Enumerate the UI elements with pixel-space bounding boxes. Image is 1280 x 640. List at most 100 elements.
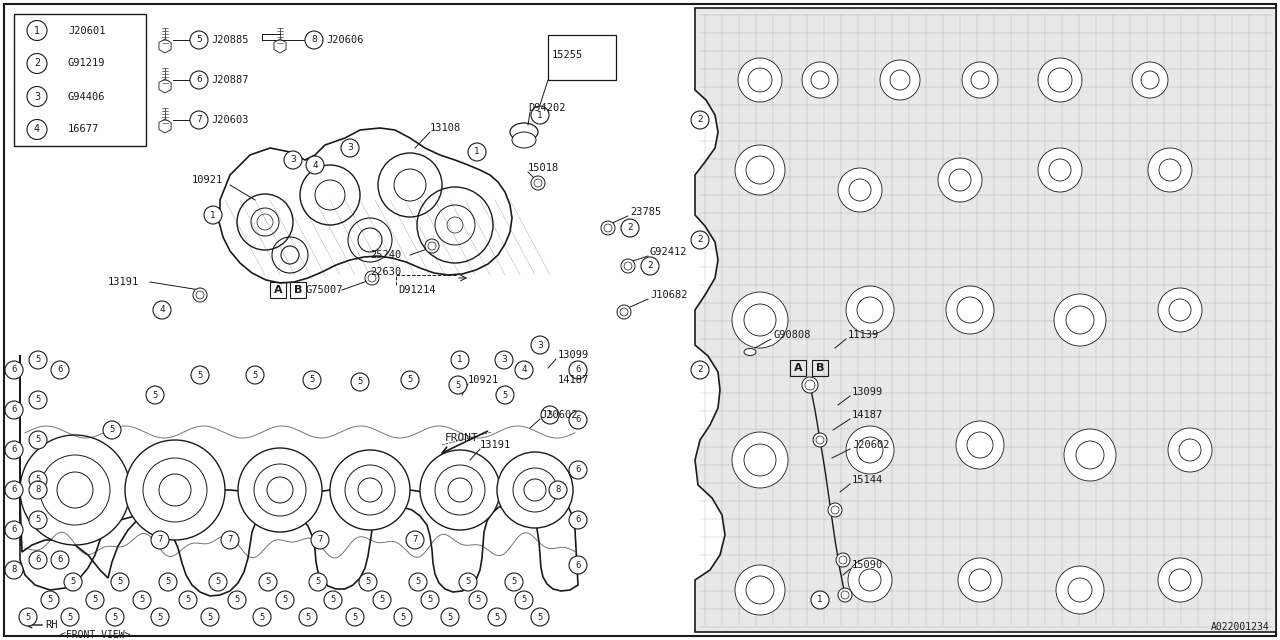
Circle shape [1169, 299, 1190, 321]
Circle shape [179, 591, 197, 609]
Text: 5: 5 [152, 390, 157, 399]
Circle shape [268, 477, 293, 503]
Circle shape [5, 561, 23, 579]
Circle shape [570, 461, 588, 479]
Circle shape [365, 271, 379, 285]
Circle shape [330, 450, 410, 530]
Circle shape [201, 608, 219, 626]
Text: J20602: J20602 [540, 410, 577, 420]
Circle shape [125, 440, 225, 540]
Circle shape [497, 452, 573, 528]
Circle shape [531, 336, 549, 354]
Text: 6: 6 [196, 76, 202, 84]
Text: 14187: 14187 [558, 375, 589, 385]
Circle shape [189, 71, 207, 89]
Circle shape [570, 511, 588, 529]
Text: 5: 5 [215, 577, 220, 586]
Circle shape [435, 465, 485, 515]
Text: D91214: D91214 [398, 285, 435, 295]
Circle shape [29, 351, 47, 369]
Circle shape [221, 531, 239, 549]
Circle shape [193, 288, 207, 302]
Text: 5: 5 [330, 595, 335, 605]
Circle shape [308, 573, 326, 591]
Text: 5: 5 [466, 577, 471, 586]
Circle shape [51, 551, 69, 569]
Circle shape [744, 304, 776, 336]
Text: <FRONT VIEW>: <FRONT VIEW> [60, 630, 131, 640]
Circle shape [803, 377, 818, 393]
Circle shape [29, 391, 47, 409]
Circle shape [858, 437, 883, 463]
Circle shape [497, 386, 515, 404]
Text: 5: 5 [379, 595, 384, 605]
Circle shape [956, 421, 1004, 469]
Circle shape [259, 573, 276, 591]
Text: 10921: 10921 [468, 375, 499, 385]
Circle shape [311, 531, 329, 549]
Circle shape [29, 551, 47, 569]
Circle shape [621, 219, 639, 237]
Text: J20603: J20603 [211, 115, 248, 125]
Text: 8: 8 [311, 35, 317, 45]
Circle shape [963, 62, 998, 98]
Circle shape [602, 221, 614, 235]
Circle shape [468, 143, 486, 161]
Circle shape [61, 608, 79, 626]
Circle shape [691, 361, 709, 379]
Text: 13191: 13191 [480, 440, 511, 450]
Text: 6: 6 [12, 406, 17, 415]
Circle shape [1169, 569, 1190, 591]
Circle shape [739, 58, 782, 102]
Text: 15255: 15255 [552, 50, 584, 60]
Text: 16677: 16677 [68, 125, 100, 134]
Text: 1: 1 [474, 147, 480, 157]
Text: G75007: G75007 [305, 285, 343, 295]
Text: 1: 1 [210, 211, 216, 220]
Text: G90808: G90808 [773, 330, 810, 340]
Text: 5: 5 [26, 612, 31, 621]
Circle shape [133, 591, 151, 609]
Circle shape [1169, 428, 1212, 472]
Bar [270, 282, 285, 298]
Text: 5: 5 [310, 376, 315, 385]
Text: 23785: 23785 [630, 207, 662, 217]
Circle shape [881, 60, 920, 100]
Circle shape [468, 591, 486, 609]
Circle shape [204, 206, 221, 224]
Circle shape [5, 481, 23, 499]
Text: G94406: G94406 [68, 92, 105, 102]
Circle shape [531, 608, 549, 626]
Text: 15090: 15090 [852, 560, 883, 570]
Circle shape [29, 511, 47, 529]
Text: 7: 7 [228, 536, 233, 545]
Circle shape [549, 481, 567, 499]
Circle shape [617, 305, 631, 319]
Text: 5: 5 [260, 612, 265, 621]
Circle shape [29, 471, 47, 489]
Text: 15144: 15144 [852, 475, 883, 485]
Text: 6: 6 [58, 556, 63, 564]
Circle shape [420, 450, 500, 530]
Text: 5: 5 [265, 577, 270, 586]
Text: 8: 8 [36, 486, 41, 495]
Text: A022001234: A022001234 [1211, 622, 1270, 632]
Text: 1: 1 [457, 355, 463, 365]
Circle shape [253, 608, 271, 626]
Text: 4: 4 [521, 365, 527, 374]
Text: 14187: 14187 [852, 410, 883, 420]
Circle shape [1140, 71, 1158, 89]
Ellipse shape [512, 132, 536, 148]
Polygon shape [20, 355, 579, 596]
Circle shape [849, 179, 870, 201]
Text: 4: 4 [35, 125, 40, 134]
Circle shape [51, 361, 69, 379]
Circle shape [846, 286, 893, 334]
Circle shape [1064, 429, 1116, 481]
Text: 3: 3 [538, 340, 543, 349]
Circle shape [515, 361, 532, 379]
Circle shape [641, 257, 659, 275]
Circle shape [86, 591, 104, 609]
Circle shape [324, 591, 342, 609]
Text: 6: 6 [575, 465, 581, 474]
